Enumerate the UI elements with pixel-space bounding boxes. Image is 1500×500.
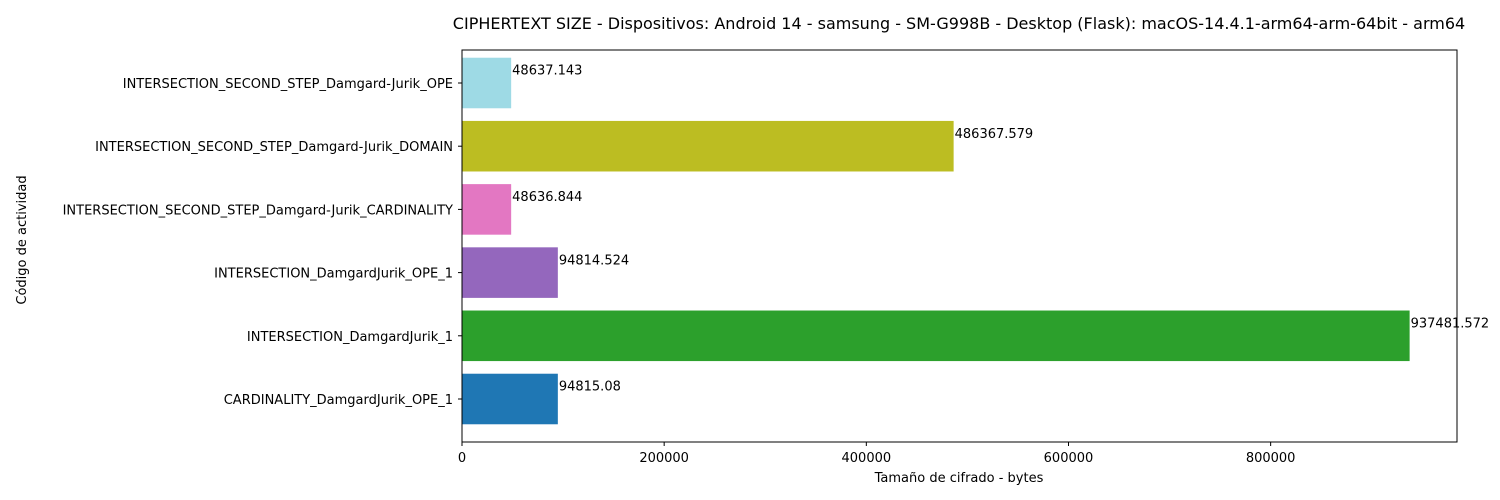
plot-area: CARDINALITY_DamgardJurik_OPE_1 94815.08 IN… bbox=[63, 57, 1490, 466]
chart-title: CIPHERTEXT SIZE - Dispositivos: Android … bbox=[453, 14, 1465, 33]
x-axis-label: Tamaño de cifrado - bytes bbox=[874, 471, 1044, 486]
bar bbox=[462, 373, 558, 425]
y-tick-label: INTERSECTION_SECOND_STEP_Damgard-Jurik_O… bbox=[123, 77, 453, 92]
x-tick-label: 800000 bbox=[1246, 451, 1296, 466]
bar bbox=[462, 57, 512, 109]
x-tick-label: 600000 bbox=[1044, 451, 1094, 466]
data-label: 48637.143 bbox=[512, 64, 582, 79]
bar bbox=[462, 184, 512, 235]
y-tick-label: INTERSECTION_DamgardJurik_1 bbox=[247, 330, 453, 345]
x-tick-label: 200000 bbox=[639, 451, 689, 466]
data-label: 937481.572 bbox=[1411, 317, 1490, 332]
y-axis-label: Código de actividad bbox=[15, 175, 30, 304]
y-tick-label: CARDINALITY_DamgardJurik_OPE_1 bbox=[224, 393, 453, 408]
x-tick-label: 0 bbox=[458, 451, 466, 466]
data-label: 94815.08 bbox=[559, 380, 621, 395]
data-label: 486367.579 bbox=[955, 127, 1034, 142]
bar bbox=[462, 310, 1410, 362]
bar bbox=[462, 247, 558, 298]
y-tick-label: INTERSECTION_SECOND_STEP_Damgard-Jurik_C… bbox=[63, 203, 453, 218]
data-label: 48636.844 bbox=[512, 190, 582, 205]
bar bbox=[462, 120, 954, 172]
x-tick-label: 400000 bbox=[842, 451, 892, 466]
plot-frame bbox=[461, 49, 1458, 443]
y-tick-label: INTERSECTION_DamgardJurik_OPE_1 bbox=[214, 267, 453, 282]
y-tick-label: INTERSECTION_SECOND_STEP_Damgard-Jurik_D… bbox=[95, 140, 453, 155]
data-label: 94814.524 bbox=[559, 253, 629, 268]
